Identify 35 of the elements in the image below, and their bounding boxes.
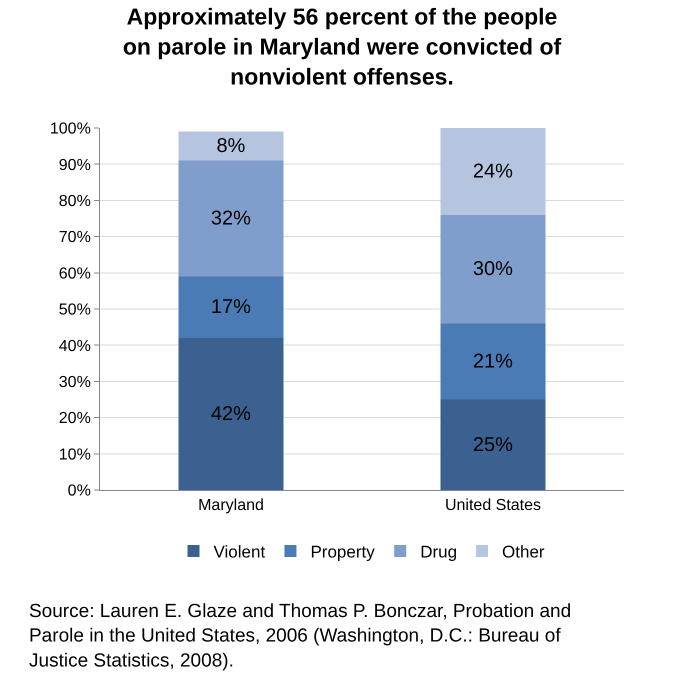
y-tick-label: 30% bbox=[58, 374, 91, 391]
source-note: Source: Lauren E. Glaze and Thomas P. Bonczar, Probation and Parole in the United States, 2006 (Washington, D.C.: Bureau of Justice Statistics, 2008). bbox=[29, 601, 572, 672]
legend-label: Other bbox=[502, 542, 545, 562]
data-label: 24% bbox=[472, 160, 514, 182]
bar bbox=[178, 160, 284, 276]
bar bbox=[440, 323, 546, 400]
legend-label: Property bbox=[310, 542, 376, 562]
data-label: 17% bbox=[210, 296, 252, 318]
y-tick-label: 70% bbox=[58, 229, 91, 246]
y-tick-label: 20% bbox=[58, 410, 91, 428]
data-label: 42% bbox=[210, 402, 252, 425]
data-label: 30% bbox=[472, 258, 514, 280]
data-label: 25% bbox=[472, 434, 514, 456]
data-label: 8% bbox=[216, 135, 246, 158]
bar bbox=[440, 128, 546, 215]
x-tick-label: Maryland bbox=[198, 497, 264, 514]
y-tick-label: 60% bbox=[58, 265, 91, 282]
y-tick-label: 50% bbox=[58, 302, 91, 319]
y-tick-label: 0% bbox=[68, 482, 91, 500]
x-tick-label: United States bbox=[444, 497, 542, 514]
y-tick-label: 10% bbox=[58, 446, 91, 464]
legend-label: Drug bbox=[420, 542, 458, 562]
y-tick-label: 100% bbox=[50, 120, 91, 138]
bar bbox=[178, 132, 284, 161]
data-label: 21% bbox=[472, 350, 514, 372]
bar bbox=[440, 214, 546, 324]
bar bbox=[178, 338, 284, 490]
y-tick-label: 80% bbox=[58, 193, 91, 210]
chart-title: Approximately 56 percent of the people on parole in Maryland were convicted of nonviolent offenses. bbox=[122, 4, 562, 90]
y-tick-label: 90% bbox=[58, 156, 91, 174]
bar bbox=[178, 276, 284, 338]
bar bbox=[440, 400, 546, 490]
y-tick-label: 40% bbox=[58, 338, 91, 355]
legend-label: Violent bbox=[214, 542, 266, 562]
data-label: 32% bbox=[210, 208, 252, 230]
